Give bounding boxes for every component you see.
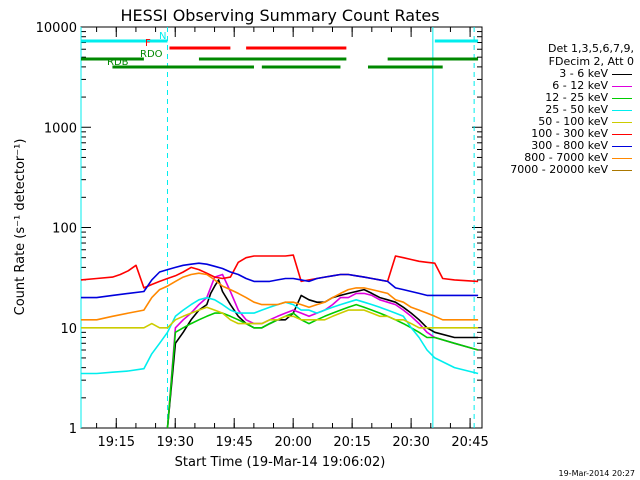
x-tick-label: 20:45 bbox=[451, 435, 488, 450]
legend-item: 12 - 25 keV bbox=[486, 92, 634, 104]
axis-ticks: 1 10 100 1000 10000 19:15 19:30 19:45 20:00 20:15… bbox=[36, 21, 489, 450]
legend-header-line-1: Det 1,3,5,6,7,9, bbox=[547, 42, 634, 55]
x-tick-label: 19:15 bbox=[98, 435, 135, 450]
footer-timestamp: 19-Mar-2014 20:27 bbox=[559, 469, 636, 478]
flag-label: RDB bbox=[107, 57, 129, 68]
series-lines bbox=[80, 254, 479, 429]
series-line bbox=[81, 296, 479, 375]
legend-item: 7000 - 20000 keV bbox=[486, 164, 634, 176]
series-line bbox=[166, 303, 479, 429]
legend-label: 25 - 50 keV bbox=[545, 103, 608, 116]
legend-swatch bbox=[612, 158, 632, 159]
series-line bbox=[166, 279, 479, 429]
legend-label: 100 - 300 keV bbox=[531, 127, 608, 140]
legend: Det 1,3,5,6,7,9, FDecim 2, Att 0 3 - 6 k… bbox=[486, 42, 634, 176]
plot-frame bbox=[80, 26, 483, 429]
flag-label: N bbox=[159, 31, 166, 42]
time-markers bbox=[80, 27, 475, 428]
legend-item: 100 - 300 keV bbox=[486, 128, 634, 140]
legend-swatch bbox=[612, 170, 632, 171]
y-tick-label: 10 bbox=[60, 322, 77, 337]
legend-swatch bbox=[612, 86, 632, 87]
legend-swatch bbox=[612, 98, 632, 99]
y-tick-label: 1000 bbox=[44, 121, 77, 136]
legend-label: 50 - 100 keV bbox=[538, 115, 608, 128]
y-tick-label: 100 bbox=[52, 222, 77, 237]
legend-header-line-2: FDecim 2, Att 0 bbox=[548, 55, 634, 68]
x-tick-label: 19:30 bbox=[157, 435, 194, 450]
flag-label: RDO bbox=[140, 49, 163, 60]
legend-label: 800 - 7000 keV bbox=[524, 151, 608, 164]
legend-item: 800 - 7000 keV bbox=[486, 152, 634, 164]
legend-label: 300 - 800 keV bbox=[531, 139, 608, 152]
x-tick-label: 20:15 bbox=[333, 435, 370, 450]
x-tick-label: 19:45 bbox=[215, 435, 252, 450]
y-axis-label: Count Rate (s⁻¹ detector⁻¹) bbox=[13, 139, 28, 316]
x-axis-label: Start Time (19-Mar-14 19:06:02) bbox=[175, 455, 386, 470]
flag-label: F bbox=[145, 38, 151, 49]
legend-label: 3 - 6 keV bbox=[559, 67, 608, 80]
legend-label: 6 - 12 keV bbox=[552, 79, 608, 92]
series-line bbox=[81, 306, 479, 329]
legend-swatch bbox=[612, 74, 632, 75]
legend-item: 6 - 12 keV bbox=[486, 80, 634, 92]
series-line bbox=[80, 254, 479, 289]
x-tick-label: 20:30 bbox=[392, 435, 429, 450]
legend-swatch bbox=[612, 110, 632, 111]
legend-item: 3 - 6 keV bbox=[486, 68, 634, 80]
legend-item: 300 - 800 keV bbox=[486, 140, 634, 152]
series-line bbox=[81, 262, 479, 299]
legend-item: 50 - 100 keV bbox=[486, 116, 634, 128]
series-line bbox=[166, 273, 479, 429]
legend-swatch bbox=[612, 146, 632, 147]
legend-label: 12 - 25 keV bbox=[545, 91, 608, 104]
series-line bbox=[81, 272, 479, 321]
legend-item: 25 - 50 keV bbox=[486, 104, 634, 116]
legend-swatch bbox=[612, 134, 632, 135]
legend-swatch bbox=[612, 122, 632, 123]
y-tick-label: 1 bbox=[69, 422, 77, 437]
chart-title: HESSI Observing Summary Count Rates bbox=[120, 6, 439, 25]
y-tick-label: 10000 bbox=[36, 21, 77, 36]
x-tick-label: 20:00 bbox=[274, 435, 311, 450]
legend-label: 7000 - 20000 keV bbox=[510, 163, 608, 176]
